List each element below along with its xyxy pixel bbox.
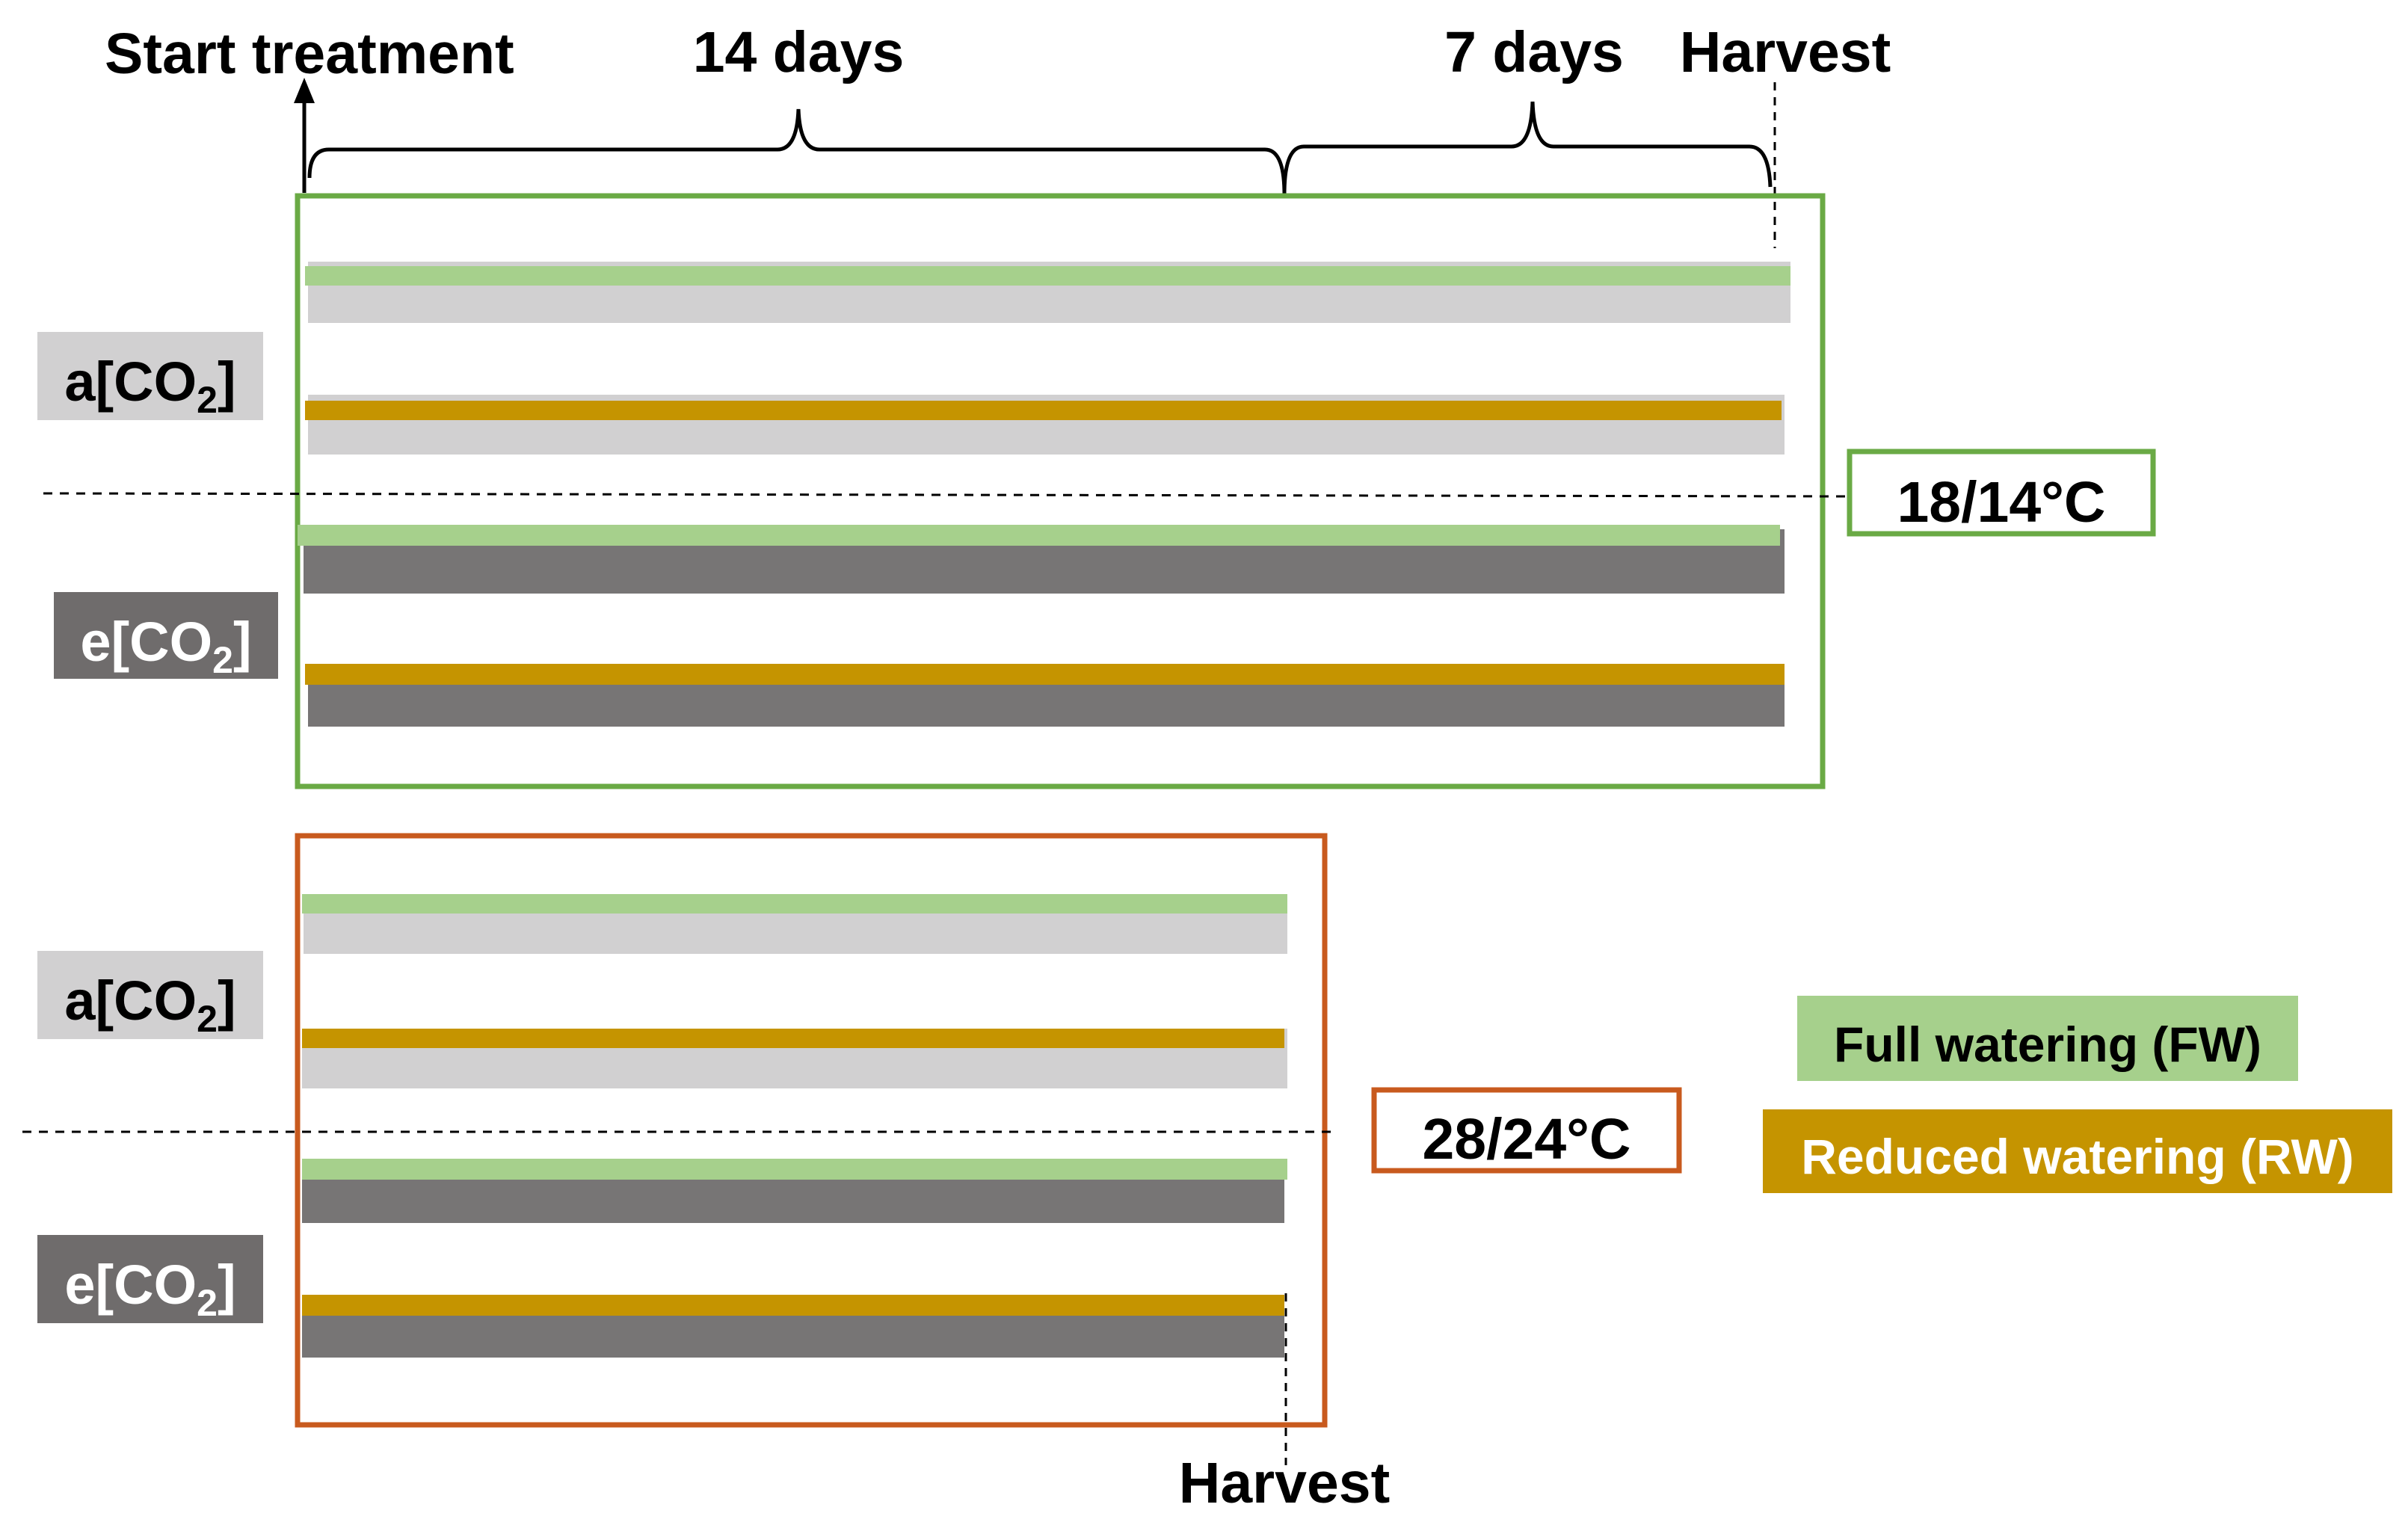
timeline: Start treatment 14 days 7 days Harvest (105, 20, 1891, 248)
co2-divider-18-14 (43, 492, 1847, 498)
co2-label-elevated-18-14-bg (54, 592, 278, 679)
period-14-days-label: 14 days (693, 20, 905, 84)
bar-elevated-fw-28-24 (302, 1159, 1287, 1180)
group-18-14: 18/14°C a[CO2] e[CO2] (37, 193, 2156, 789)
bar-ambient-fw-18-14 (305, 266, 1790, 286)
co2-label-ambient-18-14-bg (37, 332, 263, 420)
legend-rw-swatch (1763, 1109, 2392, 1193)
co2-label-ambient-18-14: a[CO2] (64, 351, 235, 421)
group-28-24: Harvest 28/24°C a[CO2] e[CO2] (22, 833, 1682, 1515)
legend-rw-label: Reduced watering (RW) (1801, 1129, 2354, 1184)
bar-ambient-fw-28-24 (302, 894, 1287, 914)
period-7-days-label: 7 days (1444, 20, 1624, 84)
harvest-bottom-label: Harvest (1179, 1451, 1391, 1515)
bar-elevated-rw-28-24 (302, 1295, 1284, 1316)
group-18-14-frame (295, 193, 1826, 789)
co2-label-ambient-28-24-bg (37, 951, 263, 1039)
bar-elevated-fw-18-14 (298, 525, 1780, 546)
co2-label-ambient-28-24: a[CO2] (64, 970, 235, 1040)
temperature-label-28-24: 28/24°C (1422, 1107, 1631, 1171)
brace-7-days (1282, 101, 1773, 195)
bar-ambient-rw-28-24 (302, 1029, 1284, 1048)
bar-elevated-rw-18-14 (305, 664, 1785, 685)
bar-ambient-rw-18-14 (305, 401, 1782, 420)
start-arrow-head (294, 78, 315, 103)
legend-fw-label: Full watering (FW) (1834, 1017, 2261, 1072)
start-treatment-label: Start treatment (105, 22, 514, 86)
legend-fw-swatch (1797, 996, 2298, 1081)
co2-label-elevated-18-14: e[CO2] (80, 611, 251, 681)
legend: Full watering (FW) Reduced watering (RW) (1763, 996, 2392, 1193)
temperature-label-18-14: 18/14°C (1897, 470, 2105, 535)
temperature-box-28-24 (1371, 1087, 1682, 1174)
temperature-box-18-14 (1847, 449, 2156, 537)
group-28-24-frame (295, 833, 1328, 1428)
co2-label-elevated-28-24: e[CO2] (64, 1254, 235, 1324)
co2-label-elevated-28-24-bg (37, 1235, 263, 1323)
brace-14-days (307, 108, 1287, 195)
harvest-top-label: Harvest (1680, 20, 1891, 84)
